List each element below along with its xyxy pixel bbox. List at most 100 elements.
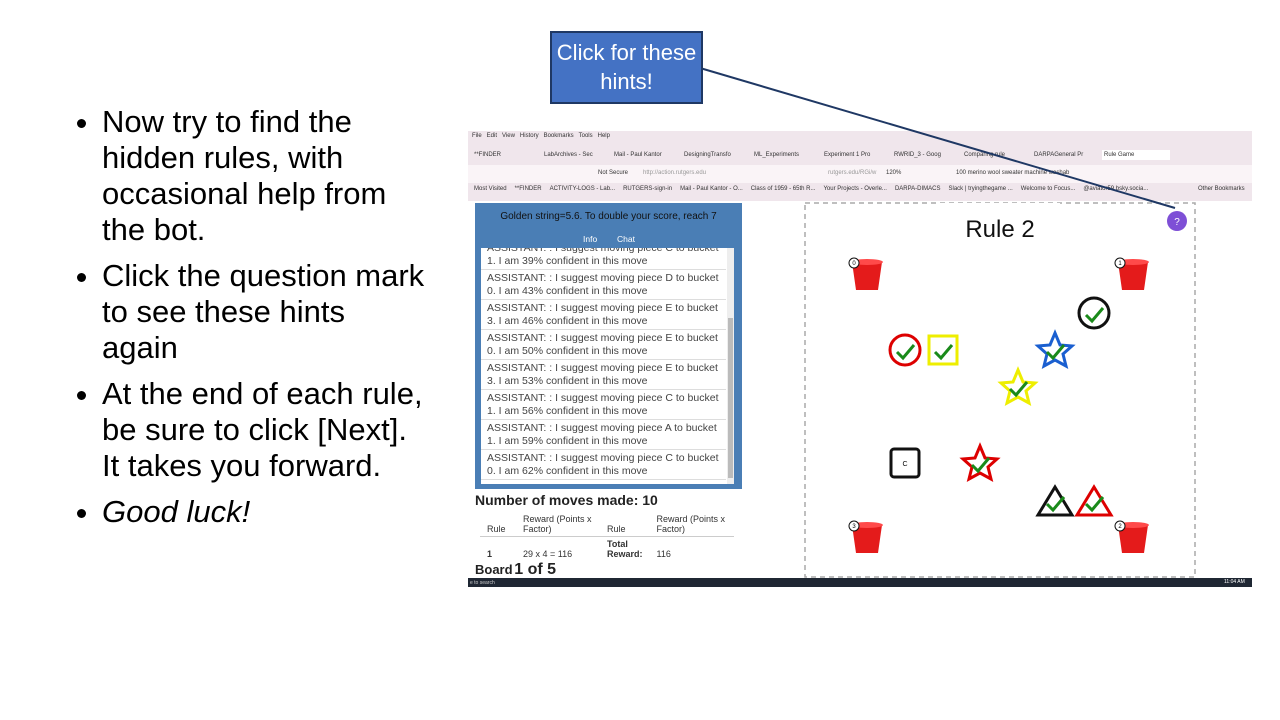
piece (997, 366, 1039, 406)
bucket-badge (848, 520, 860, 532)
moves-count: Number of moves made: 10 (475, 492, 658, 508)
scrollbar (727, 248, 734, 484)
menu-item: History (519, 133, 539, 139)
bucket (852, 262, 882, 290)
chat-message: ASSISTANT: : I suggest moving piece E to… (481, 360, 726, 390)
menu-item: Edit (486, 133, 498, 139)
bookmark: Slack | tryingthegame ... (948, 186, 1013, 192)
bucket-label: 3 (852, 524, 856, 530)
table-cell: Total Reward: (607, 539, 643, 559)
browser-tab: Comparing rule (964, 152, 1006, 158)
search-box: 100 merino wool sweater machine washab (956, 170, 1070, 176)
bookmark: @aviator59.bsky.socia... (1083, 186, 1149, 192)
chat-message: ASSISTANT: : I suggest moving piece C to… (481, 248, 726, 270)
bookmark: ACTIVITY-LOGS - Lab... (549, 186, 616, 192)
bookmark: Mail - Paul Kantor - O... (680, 186, 743, 192)
chat-panel: Golden string=5.6. To double your score,… (475, 203, 742, 489)
chat-message: ASSISTANT: : I suggest moving piece A to… (481, 420, 726, 450)
bookmark: Most Visited (474, 186, 507, 192)
board-count: 1 of 5 (514, 561, 557, 578)
callout-text: Click for these hints! (556, 40, 697, 94)
title-cover (940, 203, 1060, 213)
game-board (804, 202, 1196, 578)
piece (927, 334, 959, 366)
bookmarks-bar: Most Visited **FINDER ACTIVITY-LOGS - Lab.… (474, 186, 1148, 192)
security: Not Secure (598, 170, 629, 176)
menu-item: Tools (578, 133, 593, 139)
menu-bar: File Edit View History Bookmarks Tools Help (472, 133, 610, 139)
table-cell: 1 (487, 549, 493, 559)
bucket (1118, 525, 1148, 553)
zoom: 120% (886, 170, 902, 176)
browser-tab: **FINDER (474, 152, 502, 158)
browser-tab: DesigningTransfo (684, 152, 731, 158)
piece (889, 447, 921, 479)
bucket-badge (1114, 520, 1126, 532)
chat-message: ASSISTANT: : I suggest moving piece C to… (481, 390, 726, 420)
browser-tab: LabArchives - Sec (544, 152, 593, 158)
help-button[interactable] (1167, 211, 1187, 231)
url-tail: rutgers.edu/RGi/w (828, 170, 877, 176)
chat-box: ASSISTANT: : I suggest moving piece C to… (481, 248, 734, 484)
taskbar-search: e to search (470, 580, 495, 586)
column-header: Rule (600, 512, 650, 537)
menu-item: Help (597, 133, 610, 139)
browser-tab: DARPAGeneral Pr (1034, 152, 1084, 158)
pieces (888, 296, 1114, 517)
clock: 11:04 AM (1224, 579, 1245, 585)
bullet: At the end of each rule, be sure to clic… (102, 376, 425, 484)
menu-item: Bookmarks (543, 133, 574, 139)
piece (1035, 484, 1075, 517)
browser-tab: RWRID_3 - Goog (894, 152, 941, 158)
piece-label: C (902, 461, 907, 468)
tab-chat[interactable]: Chat (617, 234, 635, 244)
help-icon[interactable]: ? (1174, 217, 1180, 228)
panel-header: Golden string=5.6. To double your score,… (500, 211, 717, 222)
bookmark: Your Projects - Overle... (823, 186, 887, 192)
tab-info[interactable]: Info (583, 234, 598, 244)
table-cell: 29 x 4 = 116 (523, 549, 573, 559)
bookmark: **FINDER (514, 186, 542, 192)
piece (959, 442, 1001, 482)
bucket (1118, 262, 1148, 290)
bucket (852, 525, 882, 553)
chat-message: ASSISTANT: : I suggest moving piece E to… (481, 300, 726, 330)
column-header: Rule (480, 512, 516, 537)
bucket-label: 1 (1118, 261, 1122, 267)
game-title: Rule 2 (965, 216, 1034, 243)
browser-tab: Mail - Paul Kantor (614, 152, 662, 158)
bullet: Click the question mark to see these hin… (102, 258, 425, 366)
taskbar: e to search 11:04 AM (468, 578, 1252, 587)
piece (1077, 296, 1111, 330)
menu-item: View (502, 133, 515, 139)
browser-screenshot: File Edit View History Bookmarks Tools Help **… (468, 131, 1252, 587)
chat-message: ASSISTANT: : I suggest moving piece E to… (481, 330, 726, 360)
table-cell: 116 (656, 549, 671, 559)
reward-table: Rule Reward (Points x Factor) Rule Reward (… (480, 512, 734, 561)
bucket-badge (848, 257, 860, 269)
bullet: Now try to find the hidden rules, with o… (102, 104, 425, 248)
bucket-badge (1114, 257, 1126, 269)
board-label: Board (475, 562, 513, 577)
address-row: Not Secure http://action.rutgers.edu rut… (468, 165, 1252, 183)
tab-bar: **FINDER LabArchives - Sec Mail - Paul Kan… (472, 150, 1170, 160)
callout-box (550, 31, 703, 104)
piece (1074, 484, 1114, 517)
piece (1034, 329, 1076, 369)
bucket-label: 0 (852, 261, 856, 267)
callout-arrow (699, 67, 1176, 209)
column-header: Reward (Points x Factor) (516, 512, 600, 537)
bullet-list: Now try to find the hidden rules, with o… (80, 104, 425, 540)
url: http://action.rutgers.edu (643, 170, 707, 176)
bucket-label: 2 (1118, 524, 1122, 530)
menu-item: File (472, 133, 482, 139)
chat-message: ASSISTANT: : I suggest moving piece D to… (481, 270, 726, 300)
column-header: Reward (Points x Factor) (649, 512, 734, 537)
bookmark: Welcome to Focus... (1020, 186, 1076, 192)
browser-tab: Experiment 1 Pro (824, 152, 871, 158)
bullet: Good luck! (102, 494, 425, 530)
bookmark: Class of 1959 - 65th R... (750, 186, 816, 192)
table-row: 1 29 x 4 = 116 Total Reward: 116 (480, 537, 734, 562)
